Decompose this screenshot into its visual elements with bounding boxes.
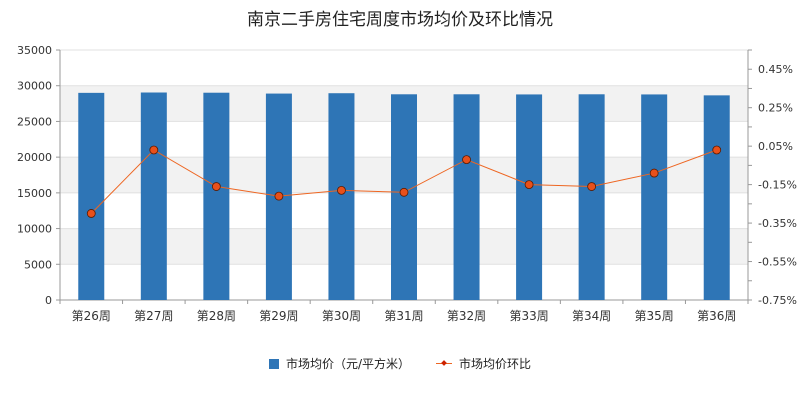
y-right-tick-label: -0.75% bbox=[758, 294, 797, 307]
y-left-tick-label: 35000 bbox=[17, 44, 52, 57]
y-left-tick-label: 30000 bbox=[17, 80, 52, 93]
change-point-第27周 bbox=[149, 145, 159, 155]
x-tick-label: 第31周 bbox=[384, 309, 423, 323]
x-tick-label: 第34周 bbox=[572, 309, 611, 323]
bar-第35周 bbox=[641, 94, 668, 300]
y-left-tick-label: 25000 bbox=[17, 115, 52, 128]
x-tick-label: 第26周 bbox=[72, 309, 111, 323]
legend-bar-label: 市场均价（元/平方米） bbox=[285, 357, 411, 371]
y-left-tick-label: 0 bbox=[45, 294, 52, 307]
x-tick-label: 第32周 bbox=[447, 309, 486, 323]
x-tick-label: 第27周 bbox=[134, 309, 173, 323]
x-tick-label: 第29周 bbox=[259, 309, 298, 323]
chart-title: 南京二手房住宅周度市场均价及环比情况 bbox=[247, 10, 553, 30]
bar-第36周 bbox=[703, 95, 730, 300]
bar-第27周 bbox=[140, 92, 167, 300]
bar-第33周 bbox=[516, 94, 543, 300]
y-right-tick-label: -0.35% bbox=[758, 217, 797, 230]
y-right-tick-label: 0.25% bbox=[758, 102, 793, 115]
legend-line-marker-icon bbox=[436, 359, 453, 369]
change-point-第33周 bbox=[524, 180, 534, 190]
change-point-第31周 bbox=[399, 187, 409, 197]
legend-bar-swatch-icon bbox=[268, 358, 279, 369]
bar-第31周 bbox=[391, 94, 417, 301]
change-point-第26周 bbox=[86, 209, 96, 218]
y-right-tick-label: -0.55% bbox=[758, 256, 797, 269]
change-point-第34周 bbox=[587, 182, 597, 191]
bar-第32周 bbox=[453, 94, 480, 301]
legend-item-price[interactable]: 市场均价（元/平方米） bbox=[268, 355, 411, 372]
x-tick-label: 第36周 bbox=[697, 309, 736, 323]
x-tick-label: 第30周 bbox=[322, 309, 361, 323]
x-tick-label: 第33周 bbox=[509, 309, 548, 323]
x-tick-label: 第28周 bbox=[197, 309, 236, 323]
change-point-第32周 bbox=[462, 155, 471, 165]
y-right-tick-label: -0.15% bbox=[758, 179, 797, 192]
x-tick-label: 第35周 bbox=[635, 309, 674, 323]
bar-第34周 bbox=[578, 94, 605, 301]
y-right-tick-label: 0.05% bbox=[758, 140, 793, 153]
y-left-tick-label: 20000 bbox=[17, 151, 52, 164]
legend-item-change[interactable]: 市场均价环比 bbox=[436, 355, 531, 372]
y-left-tick-label: 5000 bbox=[24, 258, 52, 271]
legend: 市场均价（元/平方米） 市场均价环比 bbox=[0, 355, 800, 372]
bar-第26周 bbox=[78, 92, 105, 300]
y-left-tick-label: 10000 bbox=[17, 223, 52, 236]
change-point-第28周 bbox=[211, 182, 221, 191]
change-point-第29周 bbox=[274, 191, 284, 201]
legend-line-label: 市场均价环比 bbox=[459, 357, 532, 371]
change-point-第36周 bbox=[712, 145, 722, 155]
bar-第30周 bbox=[328, 93, 355, 300]
bar-第28周 bbox=[203, 92, 230, 300]
change-point-第30周 bbox=[337, 185, 346, 195]
grid-band bbox=[60, 50, 748, 86]
change-point-第35周 bbox=[649, 168, 659, 178]
y-right-tick-label: 0.45% bbox=[758, 63, 793, 76]
y-left-tick-label: 15000 bbox=[17, 187, 52, 200]
